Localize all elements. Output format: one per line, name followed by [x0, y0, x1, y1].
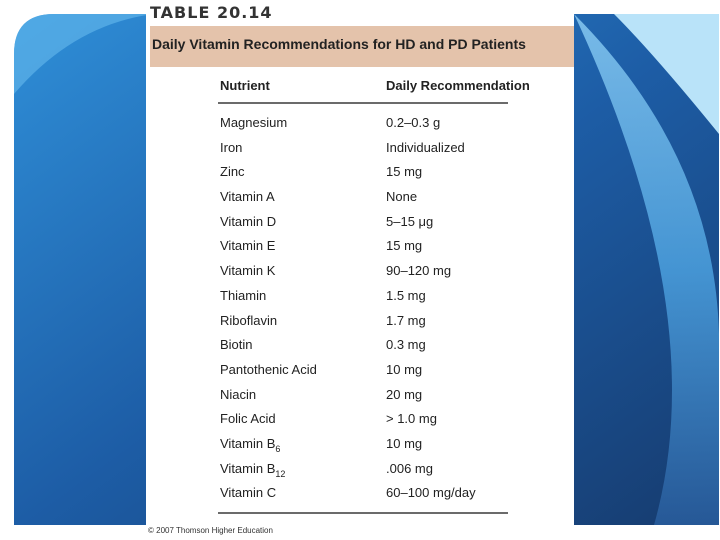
- nutrient-name: Vitamin B: [220, 460, 276, 476]
- nutrient-name: Pantothenic Acid: [220, 361, 317, 377]
- table-number: TABLE 20.14: [150, 3, 273, 22]
- table-row: Zinc 15 mg: [218, 161, 508, 186]
- nutrient-cell: Pantothenic Acid: [220, 362, 317, 377]
- nutrient-name: Vitamin E: [220, 238, 276, 254]
- nutrient-cell: Vitamin C: [220, 485, 276, 500]
- recommendation-cell: 60–100 mg/day: [386, 485, 476, 501]
- recommendation-cell: None: [386, 189, 418, 205]
- table-row: Vitamin K 90–120 mg: [218, 260, 508, 285]
- recommendation-cell: Individualized: [386, 139, 465, 155]
- table-row: Biotin 0.3 mg: [218, 334, 508, 359]
- nutrient-cell: Niacin: [220, 387, 256, 402]
- nutrient-name: Vitamin A: [220, 189, 275, 205]
- table-row: Iron Individualized: [218, 137, 508, 162]
- nutrient-name: Vitamin K: [220, 263, 276, 279]
- table-card: TABLE 20.14 Daily Vitamin Recommendation…: [146, 0, 574, 540]
- table-row: Niacin 20 mg: [218, 384, 508, 409]
- nutrient-name: Thiamin: [220, 287, 267, 303]
- nutrient-cell: Magnesium: [220, 115, 287, 130]
- recommendation-cell: 15 mg: [386, 164, 423, 180]
- nutrient-cell: Thiamin: [220, 288, 266, 303]
- nutrient-name: Magnesium: [220, 115, 288, 130]
- table-row: Vitamin C 60–100 mg/day: [218, 482, 508, 507]
- recommendation-cell: 15 mg: [386, 238, 423, 254]
- table-row: Pantothenic Acid 10 mg: [218, 359, 508, 384]
- nutrient-cell: Vitamin D: [220, 214, 276, 229]
- nutrient-cell: Vitamin B6: [220, 435, 281, 454]
- nutrient-name: Niacin: [220, 386, 257, 402]
- nutrient-cell: Biotin: [220, 337, 253, 352]
- table-row: Vitamin B12 .006 mg: [218, 458, 508, 483]
- recommendation-cell: 1.7 mg: [386, 312, 426, 328]
- recommendation-cell: 20 mg: [386, 386, 423, 402]
- column-header-recommendation: Daily Recommendation: [386, 78, 530, 93]
- table-title: Daily Vitamin Recommendations for HD and…: [152, 36, 526, 52]
- table-row: Vitamin A None: [218, 186, 508, 211]
- nutrient-cell: Vitamin E: [220, 238, 275, 253]
- nutrient-name: Iron: [220, 139, 243, 155]
- nutrient-cell: Vitamin B12: [220, 460, 286, 479]
- nutrient-name: Vitamin B: [220, 435, 276, 451]
- nutrient-cell: Folic Acid: [220, 411, 276, 426]
- nutrient-name: Riboflavin: [220, 312, 278, 328]
- nutrient-cell: Vitamin K: [220, 263, 275, 278]
- table-row: Thiamin 1.5 mg: [218, 285, 508, 310]
- table-row: Vitamin B6 10 mg: [218, 433, 508, 458]
- nutrient-name: Zinc: [220, 164, 245, 180]
- recommendation-cell: 1.5 mg: [386, 287, 426, 303]
- table-row: Folic Acid > 1.0 mg: [218, 408, 508, 433]
- title-bar: Daily Vitamin Recommendations for HD and…: [150, 26, 574, 67]
- recommendation-cell: > 1.0 mg: [386, 411, 437, 427]
- nutrient-name: Folic Acid: [220, 411, 276, 427]
- nutrient-cell: Vitamin A: [220, 189, 275, 204]
- nutrient-name: Vitamin C: [220, 485, 277, 501]
- footer-rule: [218, 512, 508, 514]
- nutrient-name: Biotin: [220, 337, 253, 353]
- table-row: Magnesium 0.2–0.3 g: [218, 112, 508, 137]
- nutrient-subscript: 12: [275, 468, 286, 479]
- nutrient-cell: Iron: [220, 140, 242, 155]
- nutrient-name: Vitamin D: [220, 213, 277, 229]
- recommendation-cell: 10 mg: [386, 361, 423, 377]
- recommendation-cell: 0.2–0.3 g: [386, 115, 441, 130]
- recommendation-cell: .006 mg: [386, 460, 433, 476]
- nutrient-subscript: 6: [275, 443, 281, 454]
- recommendation-cell: 10 mg: [386, 435, 423, 451]
- table-row: Vitamin D 5–15 μg: [218, 211, 508, 236]
- recommendation-cell: 0.3 mg: [386, 337, 426, 353]
- column-header-nutrient: Nutrient: [220, 78, 270, 93]
- recommendation-cell: 90–120 mg: [386, 263, 452, 279]
- table-body: Magnesium 0.2–0.3 g Iron Individualized Zinc…: [218, 112, 508, 507]
- copyright-notice: © 2007 Thomson Higher Education: [148, 526, 273, 535]
- table-row: Riboflavin 1.7 mg: [218, 310, 508, 335]
- nutrient-cell: Riboflavin: [220, 313, 277, 328]
- header-rule: [218, 102, 508, 104]
- recommendation-cell: 5–15 μg: [386, 213, 434, 229]
- table-row: Vitamin E 15 mg: [218, 235, 508, 260]
- nutrient-cell: Zinc: [220, 164, 245, 179]
